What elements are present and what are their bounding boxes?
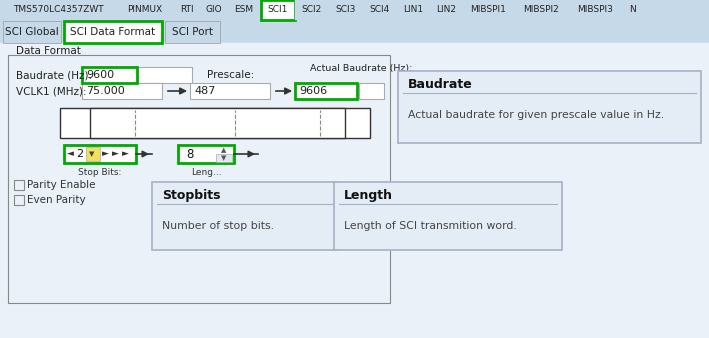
Text: VCLK1 (MHz):: VCLK1 (MHz): <box>16 86 86 96</box>
FancyBboxPatch shape <box>190 83 270 99</box>
Text: Actual Baudrate (Hz):: Actual Baudrate (Hz): <box>310 64 413 72</box>
Text: MIBSPI1: MIBSPI1 <box>471 5 506 15</box>
Text: SCI2: SCI2 <box>302 5 322 15</box>
FancyBboxPatch shape <box>3 21 61 43</box>
FancyBboxPatch shape <box>334 182 562 250</box>
FancyBboxPatch shape <box>165 21 220 43</box>
Text: Data Format: Data Format <box>16 46 81 56</box>
FancyBboxPatch shape <box>137 67 192 83</box>
Text: Baudrate (Hz):: Baudrate (Hz): <box>16 70 92 80</box>
FancyBboxPatch shape <box>60 108 370 138</box>
Text: PINMUX: PINMUX <box>127 5 162 15</box>
FancyBboxPatch shape <box>0 0 709 20</box>
Text: Even Parity: Even Parity <box>27 195 86 205</box>
Text: Stop Bits:: Stop Bits: <box>78 168 122 177</box>
Text: ►: ► <box>122 149 129 159</box>
Text: 487: 487 <box>194 86 216 96</box>
FancyBboxPatch shape <box>622 0 644 20</box>
FancyBboxPatch shape <box>429 0 463 20</box>
FancyBboxPatch shape <box>463 0 514 20</box>
FancyBboxPatch shape <box>82 67 137 83</box>
FancyBboxPatch shape <box>0 0 116 20</box>
FancyBboxPatch shape <box>329 0 363 20</box>
FancyBboxPatch shape <box>64 21 162 43</box>
Text: 75.000: 75.000 <box>86 86 125 96</box>
Text: SCI4: SCI4 <box>370 5 390 15</box>
Text: Number of stop bits.: Number of stop bits. <box>162 221 274 231</box>
FancyBboxPatch shape <box>295 0 329 20</box>
Text: SCI Global: SCI Global <box>5 27 59 37</box>
Text: LIN1: LIN1 <box>403 5 423 15</box>
Text: 9606: 9606 <box>299 86 327 96</box>
Text: ►: ► <box>112 149 119 159</box>
Text: Length: Length <box>344 190 393 202</box>
FancyBboxPatch shape <box>14 195 24 205</box>
Text: 2: 2 <box>76 149 83 159</box>
Text: Stopbits: Stopbits <box>162 190 220 202</box>
Text: LIN2: LIN2 <box>436 5 456 15</box>
FancyBboxPatch shape <box>173 0 200 20</box>
FancyBboxPatch shape <box>261 0 295 20</box>
FancyBboxPatch shape <box>200 0 227 20</box>
FancyBboxPatch shape <box>359 83 384 99</box>
Text: RTI: RTI <box>179 5 194 15</box>
FancyBboxPatch shape <box>90 108 345 138</box>
FancyBboxPatch shape <box>514 0 568 20</box>
FancyBboxPatch shape <box>363 0 397 20</box>
FancyBboxPatch shape <box>64 145 136 163</box>
Text: SCI3: SCI3 <box>336 5 356 15</box>
FancyBboxPatch shape <box>568 0 622 20</box>
Text: ▲: ▲ <box>221 147 227 153</box>
Text: Actual baudrate for given prescale value in Hz.: Actual baudrate for given prescale value… <box>408 110 664 120</box>
Text: SCI1: SCI1 <box>268 5 288 15</box>
Text: Prescale:: Prescale: <box>207 70 255 80</box>
Text: Length of SCI transmition word.: Length of SCI transmition word. <box>344 221 517 231</box>
FancyBboxPatch shape <box>398 71 701 143</box>
Text: ESM: ESM <box>235 5 254 15</box>
Text: Leng...: Leng... <box>191 168 221 177</box>
Text: SCI Data Format: SCI Data Format <box>70 27 155 37</box>
FancyBboxPatch shape <box>0 43 709 338</box>
Text: SCI Port: SCI Port <box>172 27 213 37</box>
FancyBboxPatch shape <box>8 55 390 303</box>
Text: TMS570LC4357ZWT: TMS570LC4357ZWT <box>13 5 104 15</box>
FancyBboxPatch shape <box>82 83 162 99</box>
FancyBboxPatch shape <box>227 0 261 20</box>
Text: ◄: ◄ <box>67 149 74 159</box>
Text: ►: ► <box>102 149 109 159</box>
FancyBboxPatch shape <box>14 180 24 190</box>
Text: GIO: GIO <box>205 5 222 15</box>
Text: Baudrate: Baudrate <box>408 78 473 92</box>
Text: 8: 8 <box>186 147 194 161</box>
FancyBboxPatch shape <box>86 147 100 161</box>
FancyBboxPatch shape <box>295 83 357 99</box>
Text: Parity Enable: Parity Enable <box>27 180 96 190</box>
Text: ▼: ▼ <box>89 151 95 157</box>
Text: 9600: 9600 <box>86 70 114 80</box>
FancyBboxPatch shape <box>397 0 429 20</box>
FancyBboxPatch shape <box>152 182 337 250</box>
Text: ▼: ▼ <box>221 155 227 161</box>
Text: N: N <box>630 5 637 15</box>
FancyBboxPatch shape <box>0 20 709 43</box>
FancyBboxPatch shape <box>216 154 232 162</box>
FancyBboxPatch shape <box>178 145 234 163</box>
Text: MIBSPI3: MIBSPI3 <box>577 5 613 15</box>
FancyBboxPatch shape <box>116 0 173 20</box>
Text: MIBSPI2: MIBSPI2 <box>523 5 559 15</box>
